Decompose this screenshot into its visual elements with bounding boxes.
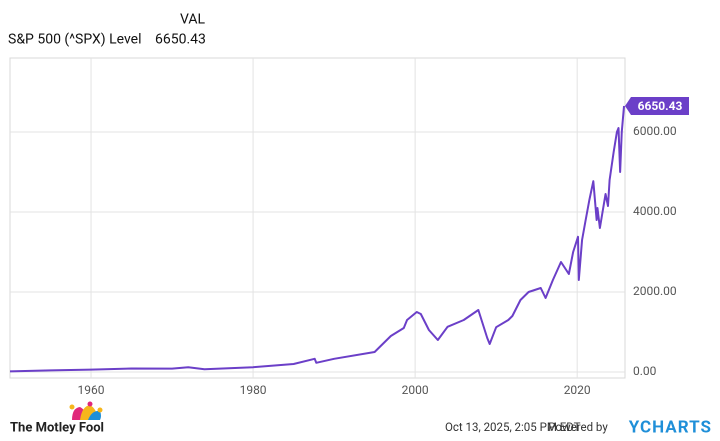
y-tick-label: 6000.00 [633,124,677,138]
y-tick-label: 2000.00 [633,284,677,298]
brand-logo: YCHARTS [629,417,712,437]
x-tick-label: 1980 [240,383,267,397]
x-tick-label: 2000 [402,383,429,397]
last-value-flag [625,96,689,115]
last-value-label: 6650.43 [638,99,683,113]
series-line [9,105,626,373]
x-tick-label: 1960 [78,383,105,397]
y-tick-label: 4000.00 [633,204,677,218]
plot-frame [9,57,626,379]
legend-name: S&P 500 (^SPX) Level [8,32,142,48]
grid [10,58,625,378]
legend-value: 6650.43 [155,32,206,48]
legend-header: VAL [180,12,206,28]
fool-logo-text: The Motley Fool [10,420,104,435]
y-tick-label: 0.00 [633,364,657,378]
powered-by: Powered by [548,420,608,434]
timestamp: Oct 13, 2025, 2:05 PM EDT [445,420,581,434]
fool-logo: The Motley Fool [10,401,104,435]
x-tick-label: 2020 [564,383,591,397]
